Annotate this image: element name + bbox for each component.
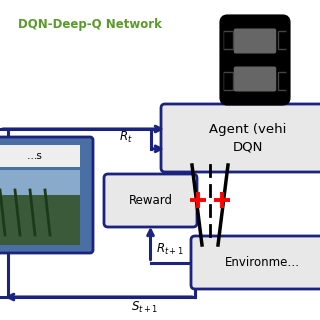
Text: Environme…: Environme… (225, 256, 300, 269)
Bar (277, 71, 287, 90)
Bar (277, 30, 287, 49)
FancyBboxPatch shape (104, 174, 197, 227)
Text: $R_t$: $R_t$ (118, 130, 132, 145)
FancyBboxPatch shape (234, 67, 276, 92)
Text: Reward: Reward (129, 194, 172, 207)
Bar (222, 71, 233, 90)
Text: DQN-Deep-Q Network: DQN-Deep-Q Network (18, 18, 162, 31)
Bar (0, 145, 80, 167)
Text: $R_{t+1}$: $R_{t+1}$ (156, 242, 183, 257)
Text: $S_{t+1}$: $S_{t+1}$ (131, 300, 158, 315)
Bar (222, 30, 233, 49)
FancyBboxPatch shape (0, 137, 93, 253)
FancyBboxPatch shape (234, 28, 276, 53)
Bar (0, 170, 80, 195)
Text: Agent (vehi
DQN: Agent (vehi DQN (209, 123, 286, 154)
FancyBboxPatch shape (221, 17, 289, 103)
FancyBboxPatch shape (161, 104, 320, 172)
Bar (0, 170, 80, 245)
Text: …s: …s (27, 151, 43, 161)
FancyBboxPatch shape (191, 236, 320, 289)
